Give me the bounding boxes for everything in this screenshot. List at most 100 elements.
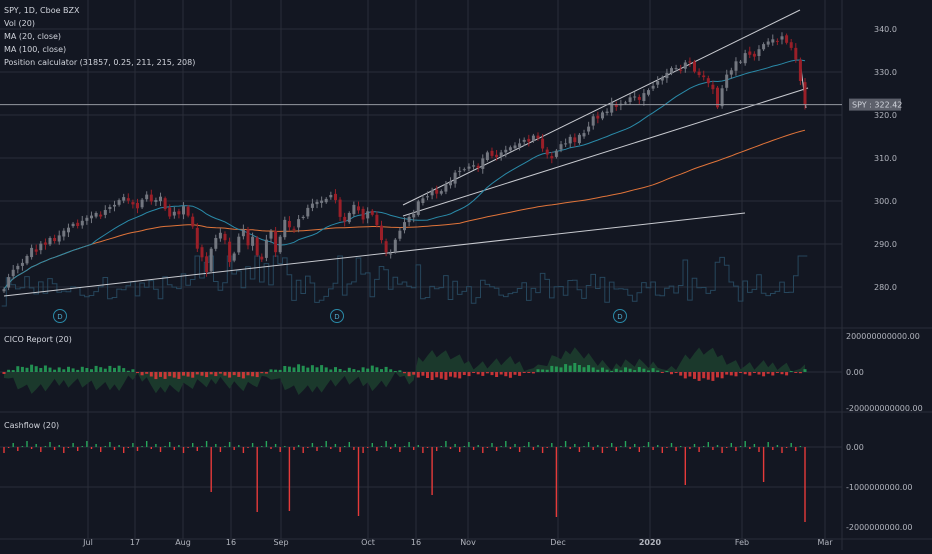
cico-bar xyxy=(485,372,489,374)
cashflow-bar xyxy=(173,447,175,450)
cico-bar xyxy=(674,372,678,373)
cashflow-bar xyxy=(127,447,129,448)
cico-bar xyxy=(246,372,250,376)
cashflow-bar xyxy=(210,447,212,492)
price-badge-text: SPY : 322.42 xyxy=(852,101,902,110)
cico-bar xyxy=(94,365,98,372)
cico-bar xyxy=(591,367,595,372)
cashflow-bar xyxy=(12,443,14,447)
candle-body xyxy=(674,68,678,70)
candle-body xyxy=(610,102,614,113)
cico-bar xyxy=(90,369,93,372)
candle-body xyxy=(683,62,687,69)
candle-body xyxy=(108,207,112,209)
cashflow-bar xyxy=(123,447,125,453)
cico-bar xyxy=(389,369,393,372)
candle-body xyxy=(637,97,641,100)
candle-body xyxy=(665,72,669,79)
cico-bar xyxy=(462,372,466,375)
price-axis-label: 330.0 xyxy=(874,68,897,77)
cico-bar xyxy=(30,364,34,372)
cico-bar xyxy=(2,372,6,374)
candle-body xyxy=(485,152,489,160)
ma20-line xyxy=(3,59,806,290)
cico-bar xyxy=(255,372,259,378)
cashflow-bar xyxy=(141,446,143,447)
candle-body xyxy=(370,210,374,215)
candle-body xyxy=(458,170,462,172)
cashflow-bar xyxy=(118,445,120,447)
cashflow-bar xyxy=(422,447,424,453)
cico-bar xyxy=(108,365,112,372)
main-legend: SPY, 1D, Cboe BZX Vol (20) MA (20, close… xyxy=(4,4,195,69)
cashflow-bar xyxy=(652,447,654,450)
cashflow-bar xyxy=(611,443,613,447)
candle-body xyxy=(85,217,89,221)
cico-bar xyxy=(145,372,149,374)
cico-bar xyxy=(803,369,807,372)
candle-body xyxy=(780,36,784,40)
time-axis-label: Sep xyxy=(273,538,288,547)
candle-body xyxy=(255,237,259,256)
candle-body xyxy=(752,53,756,57)
candle-body xyxy=(798,60,802,81)
candle-body xyxy=(209,248,213,272)
cashflow-bar xyxy=(721,447,723,453)
cashflow-bar xyxy=(86,441,88,447)
cashflow-bar xyxy=(799,446,802,447)
cico-bar xyxy=(449,372,452,377)
candle-body xyxy=(624,102,627,104)
candle-body xyxy=(775,40,779,42)
cashflow-bar xyxy=(486,447,489,448)
cico-bar xyxy=(499,372,503,375)
cico-bar xyxy=(140,372,144,376)
candle-body xyxy=(94,213,98,217)
cashflow-bar xyxy=(261,446,263,447)
cico-bar xyxy=(568,365,572,372)
cashflow-bar xyxy=(77,447,79,451)
cico-bar xyxy=(619,370,623,372)
cashflow-bar xyxy=(431,447,433,495)
candle-body xyxy=(490,150,494,156)
candle-body xyxy=(444,184,448,192)
cashflow-bar xyxy=(555,447,558,517)
price-axis-label: 290.0 xyxy=(874,240,897,249)
candle-body xyxy=(706,78,710,84)
cashflow-bar xyxy=(551,443,553,447)
cashflow-bar xyxy=(297,445,300,447)
cico-bar xyxy=(117,365,121,372)
candle-body xyxy=(177,211,181,215)
cashflow-bar xyxy=(17,447,19,451)
cashflow-bar xyxy=(164,446,166,447)
cico-bar xyxy=(393,371,397,372)
time-axis-label: Oct xyxy=(361,538,375,547)
candle-body xyxy=(223,233,227,241)
candle-body xyxy=(260,256,264,260)
cico-bar xyxy=(375,367,379,372)
cico-bar xyxy=(283,366,287,372)
cashflow-bar xyxy=(426,447,429,448)
cico-bar xyxy=(218,372,222,374)
time-axis-label: Nov xyxy=(460,538,476,547)
cico-bar xyxy=(85,368,89,372)
cico-bar xyxy=(168,372,172,377)
cashflow-bar xyxy=(670,443,673,447)
candle-body xyxy=(642,93,646,101)
cashflow-bar xyxy=(459,447,461,452)
cashflow-bar xyxy=(468,442,470,447)
cico-bar xyxy=(403,372,406,374)
time-axis-label: Dec xyxy=(550,538,565,547)
cico-bar xyxy=(25,367,29,372)
cashflow-bar xyxy=(634,444,636,447)
cashflow-axis-label: -2000000000.00 xyxy=(846,523,913,532)
candle-body xyxy=(2,289,6,292)
cico-bar xyxy=(679,372,683,376)
cico-bar xyxy=(490,372,494,376)
cico-bar xyxy=(762,372,766,377)
cico-bar xyxy=(287,366,291,372)
candle-body xyxy=(794,47,798,60)
cico-bar xyxy=(407,372,411,377)
cashflow-bar xyxy=(463,446,465,447)
